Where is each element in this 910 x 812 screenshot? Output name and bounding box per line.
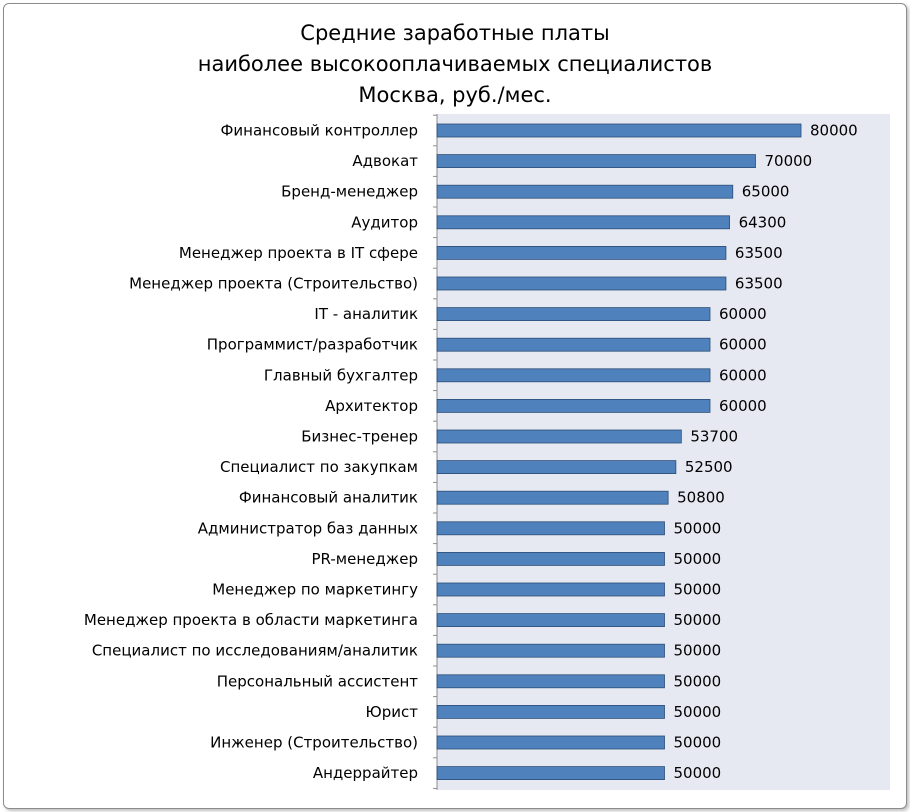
category-label: Бренд-менеджер [281, 183, 418, 201]
value-label: 52500 [685, 458, 733, 476]
bar [436, 337, 711, 352]
bar [436, 398, 711, 413]
category-label: IT - аналитик [314, 305, 418, 323]
bar [436, 735, 665, 750]
value-label: 50000 [674, 734, 722, 752]
bar [436, 368, 711, 383]
value-label: 50000 [674, 550, 722, 568]
value-label: 70000 [765, 152, 813, 170]
bars-layer: Финансовый контроллер 80000 Адвокат 70000 Бр… [84, 114, 858, 789]
category-label: Андеррайтер [313, 764, 418, 782]
category-label: Специалист по закупкам [220, 458, 418, 476]
chart-title: Средние заработные платы наиболее высоко… [0, 18, 910, 111]
chart-title-line-3: Москва, руб./мес. [358, 83, 552, 107]
bar [436, 766, 665, 780]
value-label: 50000 [674, 764, 722, 782]
category-label: Инженер (Строительство) [210, 734, 418, 752]
bar [436, 490, 669, 505]
bar [436, 184, 734, 199]
category-label: Программист/разработчик [207, 336, 418, 354]
bar [436, 674, 665, 689]
value-label: 60000 [719, 397, 767, 415]
value-label: 53700 [690, 428, 738, 446]
category-label: Адвокат [352, 152, 418, 170]
category-label: Главный бухгалтер [264, 366, 418, 384]
bar [436, 307, 711, 322]
chart-title-line-1: Средние заработные платы [300, 21, 610, 45]
category-label: Администратор баз данных [198, 519, 418, 537]
bar [436, 460, 677, 475]
bar [436, 429, 682, 444]
value-label: 50000 [674, 581, 722, 599]
value-label: 63500 [735, 244, 783, 262]
category-label: Бизнес-тренер [301, 428, 418, 446]
value-label: 50000 [674, 672, 722, 690]
value-label: 60000 [719, 366, 767, 384]
category-label: Финансовый контроллер [221, 122, 419, 140]
category-label: Менеджер проекта в IT сфере [179, 244, 418, 262]
category-label: Персональный ассистент [217, 672, 419, 690]
value-label: 60000 [719, 336, 767, 354]
bar [436, 154, 756, 169]
value-label: 50000 [674, 642, 722, 660]
value-label: 50000 [674, 703, 722, 721]
category-label: Юрист [366, 703, 419, 721]
value-label: 65000 [742, 183, 790, 201]
bar [436, 552, 665, 566]
category-label: Архитектор [325, 397, 418, 415]
value-label: 64300 [739, 213, 787, 231]
bar [436, 582, 665, 597]
bar [436, 276, 727, 291]
category-label: Менеджер по маркетингу [212, 581, 418, 599]
bar [436, 123, 802, 138]
value-label: 60000 [719, 305, 767, 323]
bar [436, 613, 665, 627]
value-label: 50000 [674, 519, 722, 537]
value-label: 80000 [810, 122, 858, 140]
bar [436, 705, 665, 719]
category-label: Специалист по исследованиям/аналитик [92, 642, 418, 660]
bar [436, 245, 727, 260]
category-label: Менеджер проекта в области маркетинга [84, 611, 418, 629]
value-label: 63500 [735, 275, 783, 293]
category-label: PR-менеджер [312, 550, 419, 568]
chart-title-line-2: наиболее высокооплачиваемых специалистов [197, 52, 713, 76]
plot-area [437, 114, 890, 790]
bar [436, 215, 730, 230]
category-label: Аудитор [351, 213, 418, 231]
bar [436, 521, 665, 536]
category-label: Финансовый аналитик [239, 489, 418, 507]
bar [436, 643, 665, 658]
value-label: 50800 [677, 489, 725, 507]
category-label: Менеджер проекта (Строительство) [129, 275, 418, 293]
value-label: 50000 [674, 611, 722, 629]
